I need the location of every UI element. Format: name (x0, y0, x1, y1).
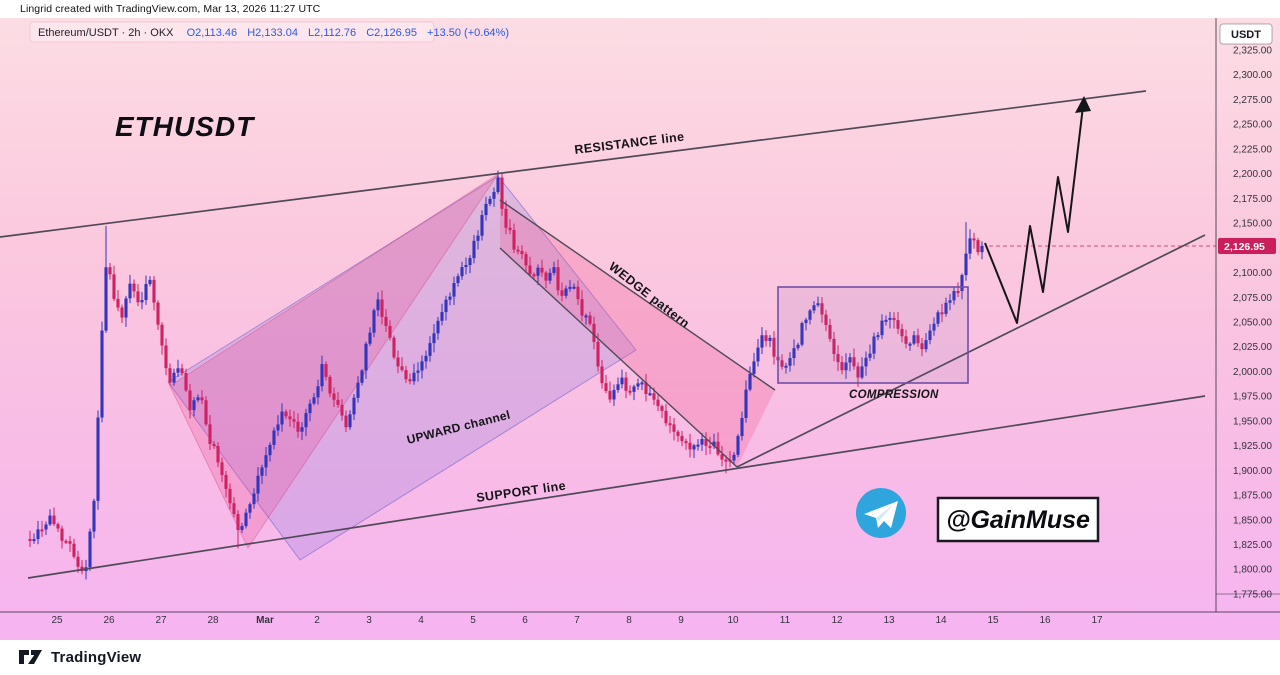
tradingview-logo[interactable]: TradingView (18, 647, 141, 667)
price-tick-label: 1,900.00 (1233, 466, 1272, 477)
current-price: 2,126.95 (1218, 238, 1276, 254)
legend-change: +13.50 (+0.64%) (427, 27, 509, 39)
time-tick-label: 26 (103, 615, 115, 626)
price-tick-label: 2,000.00 (1233, 367, 1272, 378)
time-tick-label: 25 (51, 615, 63, 626)
time-tick-label: 6 (522, 615, 528, 626)
time-tick-label: 4 (418, 615, 424, 626)
time-tick-label: 28 (207, 615, 219, 626)
time-tick-label: 13 (883, 615, 895, 626)
price-tick-label: 2,300.00 (1233, 70, 1272, 81)
time-tick-label: Mar (256, 615, 274, 626)
time-tick-label: 17 (1091, 615, 1103, 626)
time-tick-label: 3 (366, 615, 372, 626)
usdt-button[interactable] (1219, 23, 1273, 45)
price-tick-label: 2,275.00 (1233, 95, 1272, 106)
time-tick-label: 10 (727, 615, 739, 626)
price-tick-label: 2,250.00 (1233, 120, 1272, 131)
time-tick-label: 16 (1039, 615, 1051, 626)
legend-chip (29, 21, 435, 43)
compression-box (777, 286, 969, 384)
price-tick-label: 2,325.00 (1233, 46, 1272, 57)
time-tick-label: 11 (780, 615, 791, 626)
footer-bar: TradingView (0, 640, 1280, 675)
price-tick-label: 2,225.00 (1233, 144, 1272, 155)
time-tick-label: 2 (314, 615, 320, 626)
attribution-text: Lingrid created with TradingView.com, Ma… (20, 3, 321, 15)
tradingview-brand-label[interactable]: TradingView (51, 648, 142, 666)
time-tick-label: 7 (574, 615, 580, 626)
price-tick-label: 1,975.00 (1233, 392, 1272, 403)
price-tick-label: 1,950.00 (1233, 416, 1272, 427)
price-tick-label: 2,075.00 (1233, 293, 1272, 304)
handle-box (936, 496, 1100, 543)
candlesticks (28, 170, 984, 580)
time-tick-label: 12 (831, 615, 843, 626)
telegram-badge[interactable]: @GainMuse (856, 488, 1100, 543)
time-tick-label: 15 (987, 615, 999, 626)
price-tick-label: 1,875.00 (1233, 491, 1272, 502)
price-tick-label: 1,825.00 (1233, 540, 1272, 551)
telegram-plane-fold (876, 505, 893, 521)
price-tick-label: 1,925.00 (1233, 441, 1272, 452)
price-tick-label: 1,800.00 (1233, 565, 1272, 576)
price-tick-label: 1,775.00 (1233, 589, 1272, 600)
telegram-handle-label[interactable]: @GainMuse (946, 506, 1090, 534)
time-tick-label: 27 (155, 615, 167, 626)
time-tick-label: 8 (626, 615, 632, 626)
trend-lines (0, 90, 1216, 579)
time-tick-label: 14 (935, 615, 947, 626)
legend-low: L2,112.76 (308, 27, 356, 39)
legend-close: C2,126.95 (366, 27, 417, 39)
price-chart: 2,325.00 2,300.00 2,275.00 2,250.00 2,225.00… (0, 18, 1280, 640)
symbol-legend: Ethereum/USDT · 2h · OKX O2,113.46 H2,13… (38, 27, 509, 39)
tradingview-mark-icon (19, 650, 42, 664)
axes: 2,325.00 2,300.00 2,275.00 2,250.00 2,225.00… (0, 18, 1280, 626)
chart-title: ETHUSDT (115, 111, 256, 142)
legend-high: H2,133.04 (247, 27, 298, 39)
price-unit-button[interactable]: USDT (1219, 23, 1273, 45)
chart-area: 2,325.00 2,300.00 2,275.00 2,250.00 2,225.00… (0, 18, 1280, 640)
price-badge-label: 2,126.95 (1224, 241, 1265, 253)
price-tick-label: 1,850.00 (1233, 515, 1272, 526)
usdt-button-label[interactable]: USDT (1231, 29, 1261, 41)
legend-open: O2,113.46 (187, 27, 238, 39)
price-tick-label: 2,050.00 (1233, 317, 1272, 328)
price-tick-label: 2,100.00 (1233, 268, 1272, 279)
price-tick-label: 2,025.00 (1233, 342, 1272, 353)
compression-label: COMPRESSION (849, 389, 939, 401)
price-tick-label: 2,200.00 (1233, 169, 1272, 180)
price-tick-label: 2,175.00 (1233, 194, 1272, 205)
price-badge (1218, 238, 1276, 254)
time-tick-label: 9 (678, 615, 684, 626)
time-tick-label: 5 (470, 615, 476, 626)
forecast-arrow (984, 97, 1085, 324)
legend-symbol: Ethereum/USDT · 2h · OKX (38, 27, 174, 39)
price-tick-label: 2,150.00 (1233, 219, 1272, 230)
attribution-bar: Lingrid created with TradingView.com, Ma… (0, 0, 1280, 18)
